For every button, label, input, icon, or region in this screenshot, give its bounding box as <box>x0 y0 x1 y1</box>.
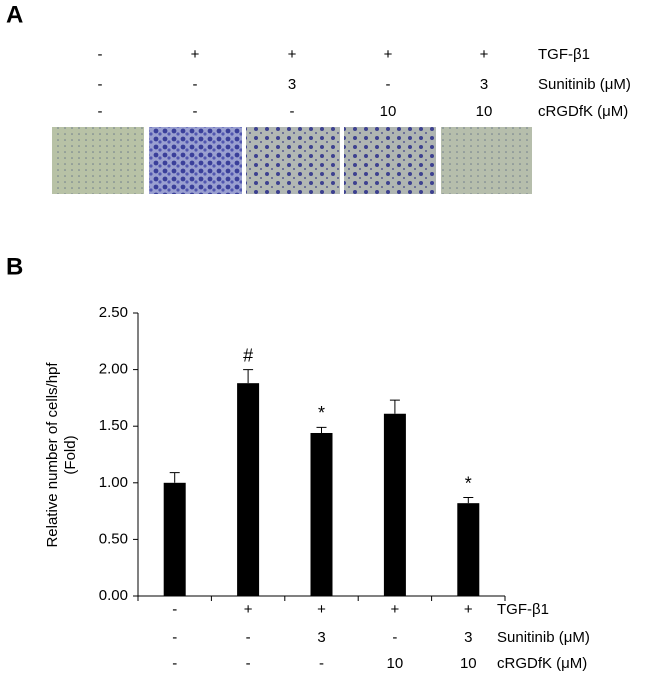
significance-mark: * <box>318 403 325 423</box>
condition-value: - <box>246 629 251 646</box>
micrograph-texture <box>441 127 532 194</box>
condition-name: Sunitinib (μM) <box>538 76 631 93</box>
condition-name: TGF-β1 <box>538 46 590 63</box>
y-axis-title-line: Relative number of cells/hpf <box>44 362 61 548</box>
condition-value: 3 <box>480 76 488 93</box>
error-bar <box>316 426 327 433</box>
error-bar <box>169 472 180 483</box>
y-axis-title: Relative number of cells/hpf (Fold) <box>44 362 79 548</box>
panel-label: A <box>6 1 23 28</box>
condition-value: + <box>391 601 400 618</box>
condition-value: - <box>98 103 103 120</box>
condition-value: 10 <box>380 103 397 120</box>
bar <box>383 413 406 596</box>
condition-value: 10 <box>387 655 404 672</box>
condition-name: Sunitinib (μM) <box>497 629 590 646</box>
micrograph-texture <box>149 127 242 194</box>
condition-value: - <box>98 76 103 93</box>
condition-name: cRGDfK (μM) <box>497 655 587 672</box>
micrograph-texture <box>52 127 144 194</box>
y-tick-label: 0.00 <box>99 587 128 604</box>
y-tick-label: 0.50 <box>99 530 128 547</box>
y-axis-title-line: (Fold) <box>62 435 79 474</box>
y-tick-label: 2.00 <box>99 361 128 378</box>
panel-label: B <box>6 253 23 280</box>
condition-value: - <box>172 655 177 672</box>
bar <box>163 482 186 596</box>
condition-value: + <box>480 46 489 63</box>
significance-mark: # <box>243 345 253 365</box>
bar <box>310 432 333 596</box>
y-tick-label: 1.50 <box>99 417 128 434</box>
condition-value: + <box>191 46 200 63</box>
condition-value: 3 <box>288 76 296 93</box>
condition-value: - <box>193 76 198 93</box>
condition-name: cRGDfK (μM) <box>538 103 628 120</box>
condition-value: - <box>193 103 198 120</box>
micrograph-texture <box>246 127 340 194</box>
micrograph-texture <box>344 127 436 194</box>
condition-value: 3 <box>317 629 325 646</box>
y-tick-label: 2.50 <box>99 304 128 321</box>
error-bar <box>243 369 254 384</box>
condition-value: + <box>288 46 297 63</box>
bar <box>237 383 260 596</box>
condition-value: + <box>317 601 326 618</box>
condition-value: + <box>384 46 393 63</box>
condition-value: 10 <box>460 655 477 672</box>
error-bar <box>463 497 474 504</box>
bar <box>457 503 480 596</box>
condition-value: - <box>392 629 397 646</box>
condition-value: - <box>386 76 391 93</box>
significance-mark: * <box>465 473 472 493</box>
micrographs <box>52 127 532 194</box>
condition-value: + <box>244 601 253 618</box>
condition-value: - <box>246 655 251 672</box>
condition-value: - <box>172 629 177 646</box>
condition-value: - <box>290 103 295 120</box>
condition-value: 10 <box>476 103 493 120</box>
condition-value: - <box>172 601 177 618</box>
condition-value: 3 <box>464 629 472 646</box>
condition-value: - <box>319 655 324 672</box>
condition-value: - <box>98 46 103 63</box>
condition-value: + <box>464 601 473 618</box>
y-tick-label: 1.00 <box>99 474 128 491</box>
error-bar <box>389 399 400 414</box>
condition-name: TGF-β1 <box>497 601 549 618</box>
